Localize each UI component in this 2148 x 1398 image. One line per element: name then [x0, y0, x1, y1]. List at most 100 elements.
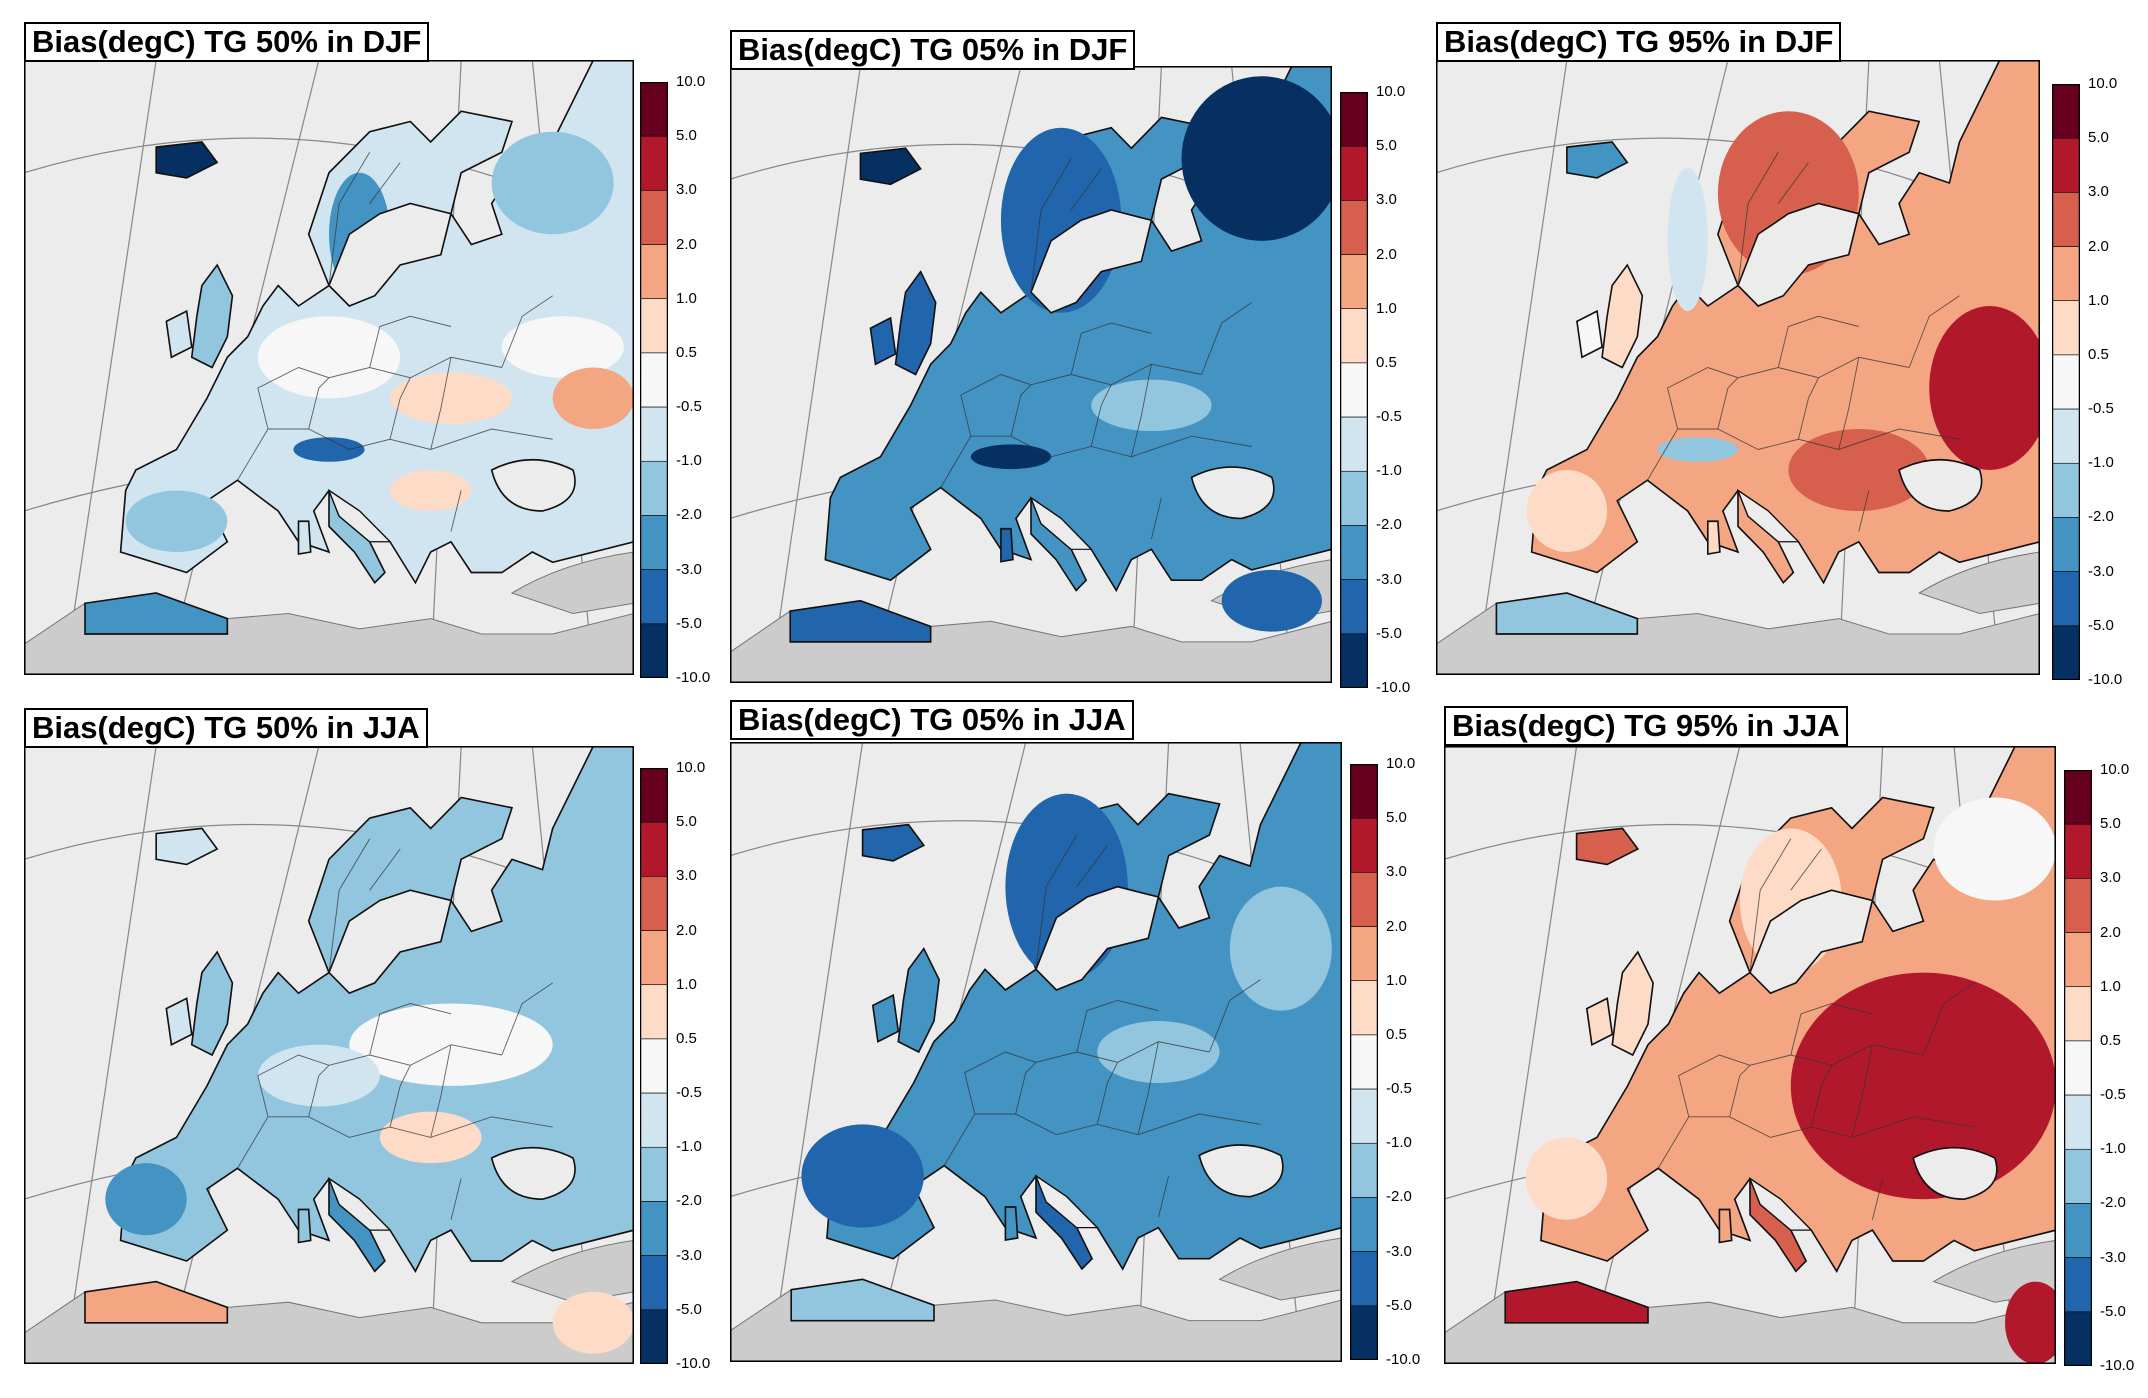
europe-map [1444, 746, 2056, 1364]
colorbar-swatch [639, 569, 669, 625]
europe-map [24, 60, 634, 675]
colorbar-swatch [639, 1309, 669, 1365]
colorbar-tick-label: -0.5 [676, 398, 702, 416]
colorbar-swatch [2063, 1148, 2093, 1204]
colorbar-swatch [639, 1255, 669, 1311]
colorbar-tick-label: -0.5 [2100, 1086, 2126, 1104]
colorbar-swatches [1339, 91, 1369, 689]
colorbar-tick-label: 3.0 [676, 181, 697, 199]
colorbar-swatch [1349, 1034, 1379, 1090]
colorbar-tick-label: -3.0 [676, 560, 702, 578]
colorbar-swatch [1339, 416, 1369, 472]
colorbar-swatch [639, 984, 669, 1040]
panel-title: Bias(degC) TG 95% in JJA [1444, 706, 1848, 746]
colorbar: 10.0 5.0 3.0 2.0 1.0 0.5 -0.5 -1.0 -2.0 -3.0 -5.0 -… [639, 760, 710, 1372]
map-panel-tg50-jja: Bias(degC) TG 50% in JJA 10.0 5.0 3 [24, 708, 710, 1378]
colorbar-tick-label: 3.0 [1376, 191, 1397, 209]
colorbar-swatch [2063, 769, 2093, 825]
colorbar-swatch [639, 81, 669, 137]
colorbar-swatch [639, 298, 669, 354]
colorbar-tick-label: -1.0 [676, 452, 702, 470]
colorbar-swatch [2063, 1257, 2093, 1313]
colorbar-swatch [639, 135, 669, 191]
colorbar-tick-label: 2.0 [2100, 923, 2121, 941]
colorbar-tick-label: -10.0 [1386, 1351, 1421, 1368]
colorbar-tick-label: 1.0 [2100, 977, 2121, 995]
colorbar-tick-label: -3.0 [1386, 1242, 1412, 1260]
colorbar-swatch [1339, 200, 1369, 255]
colorbar-swatches [639, 81, 669, 679]
colorbar-swatch [639, 1146, 669, 1202]
colorbar-swatch [2063, 986, 2093, 1042]
colorbar-swatch [2063, 1040, 2093, 1096]
colorbar-swatch [1349, 1197, 1379, 1252]
colorbar-tick-label: -2.0 [1386, 1188, 1412, 1206]
colorbar-tick-label: -10.0 [676, 669, 711, 686]
colorbar-swatch [2051, 517, 2081, 572]
colorbar-swatch [639, 460, 669, 516]
colorbar: 10.0 5.0 3.0 2.0 1.0 0.5 -0.5 -1.0 -2.0 -3.0 -5.0 -… [639, 74, 710, 686]
colorbar-outline [2051, 83, 2081, 681]
colorbar-outline [639, 767, 669, 1365]
colorbar-tick-label: 2.0 [1376, 245, 1397, 263]
colorbar-swatch [1349, 872, 1379, 927]
colorbar-tick-label: -0.5 [676, 1084, 702, 1102]
colorbar-tick-label: 5.0 [2100, 815, 2121, 833]
colorbar-tick-label: 5.0 [2088, 129, 2109, 147]
colorbar-tick-label: -10.0 [1376, 679, 1411, 696]
colorbar: 10.0 5.0 3.0 2.0 1.0 0.5 -0.5 -1.0 -2.0 -3.0 -5.0 -… [2051, 76, 2122, 688]
map-panel-tg05-jja: Bias(degC) TG 05% in JJA 10.0 5.0 3.0 2.0 1. [730, 700, 1420, 1380]
colorbar-swatch [2063, 1203, 2093, 1258]
colorbar-tick-label: -3.0 [1376, 570, 1402, 588]
colorbar-tick-label: 2.0 [676, 235, 697, 253]
colorbar-tick-label: 3.0 [2088, 183, 2109, 201]
colorbar-swatch [1339, 91, 1369, 147]
colorbar-tick-label: -5.0 [676, 1300, 702, 1318]
colorbar-swatch [1339, 145, 1369, 201]
colorbar-tick-label: -2.0 [676, 1192, 702, 1210]
colorbar-swatch [1349, 980, 1379, 1036]
colorbar-swatch [2051, 625, 2081, 681]
colorbar-outline [2063, 769, 2093, 1367]
colorbar-tick-label: 5.0 [1376, 137, 1397, 155]
colorbar-swatch [2051, 300, 2081, 356]
colorbar-swatches [1349, 763, 1379, 1361]
colorbar-tick-label: 0.5 [2088, 345, 2109, 363]
colorbar-tick-label: -1.0 [1386, 1134, 1412, 1152]
colorbar-tick-label: -1.0 [1376, 462, 1402, 480]
colorbar-tick-label: 10.0 [2100, 761, 2130, 778]
colorbar-swatch [2063, 823, 2093, 879]
colorbar-tick-label: -2.0 [676, 506, 702, 524]
colorbar-outline [639, 81, 669, 679]
colorbar-swatch [1339, 362, 1369, 418]
colorbar-swatch [2051, 354, 2081, 410]
colorbar-swatch [1349, 926, 1379, 982]
colorbar-swatch [1349, 1088, 1379, 1144]
colorbar-tick-label: -10.0 [2088, 671, 2123, 688]
colorbar-swatch [1349, 1142, 1379, 1198]
colorbar-swatch [2051, 571, 2081, 627]
colorbar-swatch [639, 1201, 669, 1256]
colorbar-swatches [639, 767, 669, 1365]
colorbar-swatch [1339, 579, 1369, 635]
colorbar-tick-label: 1.0 [1376, 299, 1397, 317]
map-panel-tg50-djf: Bias(degC) TG 50% in DJF [24, 22, 710, 686]
map-panel-tg95-jja: Bias(degC) TG 95% in JJA 10.0 5.0 3 [1444, 706, 2144, 1378]
colorbar-tick-label: 2.0 [676, 921, 697, 939]
colorbar-tick-label: 10.0 [2088, 75, 2118, 92]
colorbar-tick-label: -5.0 [2100, 1302, 2126, 1320]
colorbar-swatch [2051, 246, 2081, 302]
europe-map [730, 742, 1342, 1362]
panel-title: Bias(degC) TG 50% in DJF [24, 22, 430, 62]
colorbar-tick-label: -5.0 [676, 614, 702, 632]
panel-title: Bias(degC) TG 50% in JJA [24, 708, 428, 748]
colorbar-tick-label: -0.5 [1386, 1080, 1412, 1098]
colorbar-tick-label: -5.0 [1386, 1296, 1412, 1314]
colorbar-tick-label: -0.5 [1376, 408, 1402, 426]
europe-map [730, 66, 1332, 683]
colorbar-tick-label: -5.0 [1376, 624, 1402, 642]
colorbar-tick-label: 0.5 [1376, 353, 1397, 371]
colorbar-swatches [2051, 83, 2081, 681]
colorbar-tick-label: 0.5 [676, 343, 697, 361]
colorbar-tick-label: 1.0 [676, 289, 697, 307]
